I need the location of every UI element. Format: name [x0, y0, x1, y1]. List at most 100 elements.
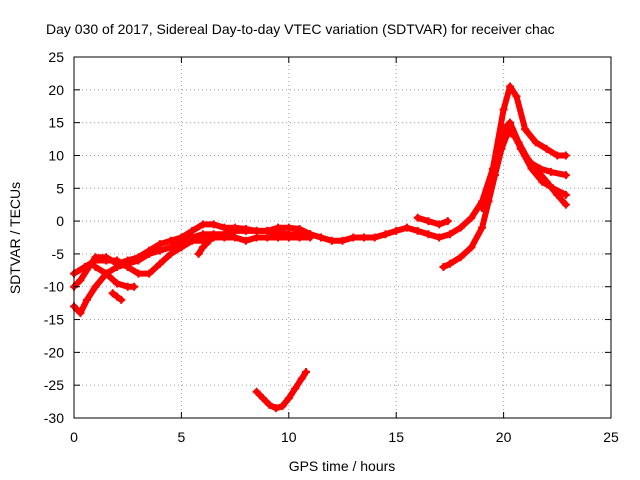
data-point [561, 171, 570, 180]
data-point [231, 223, 240, 232]
data-point [241, 236, 250, 245]
data-point [91, 282, 100, 291]
data-point [456, 223, 465, 232]
data-point [166, 249, 175, 258]
chart-title: Day 030 of 2017, Sidereal Day-to-day VTE… [46, 21, 555, 37]
data-point [274, 223, 283, 232]
data-point [145, 269, 154, 278]
x-tick-label: 0 [70, 429, 78, 445]
data-point [359, 233, 368, 242]
data-point [413, 213, 422, 222]
data-point [306, 233, 315, 242]
data-point [209, 220, 218, 229]
data-point [130, 282, 139, 291]
data-point [508, 125, 517, 134]
data-point [134, 253, 143, 262]
data-point [117, 295, 126, 304]
data-point [271, 404, 280, 413]
data-point [445, 230, 454, 239]
data-series [70, 82, 570, 413]
data-point [274, 233, 283, 242]
tick-labels: 0 5 10 15 20 25 -30 -25 -20 -15 -10 -5 0 5 10 15 20 25 [44, 49, 619, 445]
data-point [488, 171, 497, 180]
data-point [220, 233, 229, 242]
data-point [536, 164, 545, 173]
data-point [506, 118, 515, 127]
data-point [265, 400, 274, 409]
x-tick-label: 10 [281, 429, 297, 445]
data-point [439, 263, 448, 272]
data-point [263, 233, 272, 242]
data-point [435, 220, 444, 229]
data-point [155, 259, 164, 268]
data-point [209, 233, 218, 242]
data-point [538, 177, 547, 186]
data-point [198, 220, 207, 229]
data-point [284, 233, 293, 242]
data-point [527, 164, 536, 173]
data-point [188, 226, 197, 235]
data-point [284, 394, 293, 403]
data-point [531, 138, 540, 147]
data-point [467, 243, 476, 252]
data-point [231, 233, 240, 242]
data-point [349, 233, 358, 242]
x-tick-label: 5 [178, 429, 186, 445]
data-point [561, 151, 570, 160]
series-track-k [414, 214, 451, 228]
data-point [413, 226, 422, 235]
plot-frame [73, 56, 612, 419]
data-point [521, 125, 530, 134]
data-point [542, 144, 551, 153]
data-point [338, 236, 347, 245]
y-tick-label: 0 [56, 213, 64, 229]
data-point [155, 240, 164, 249]
data-point [205, 236, 214, 245]
data-point [370, 233, 379, 242]
data-point [198, 243, 207, 252]
x-tick-label: 20 [496, 429, 512, 445]
data-point [108, 289, 117, 298]
y-axis-label: SDTVAR / TECUs [7, 182, 23, 294]
data-point [456, 253, 465, 262]
data-point [512, 92, 521, 101]
data-point [112, 292, 121, 301]
x-tick-label: 25 [603, 429, 619, 445]
x-tick-label: 15 [388, 429, 404, 445]
data-point [435, 233, 444, 242]
data-point [76, 276, 85, 285]
data-point [445, 259, 454, 268]
data-point [241, 224, 250, 233]
y-tick-label: -10 [44, 279, 64, 295]
data-point [80, 263, 89, 272]
data-point [424, 217, 433, 226]
y-tick-label: 25 [48, 49, 64, 65]
data-point [177, 243, 186, 252]
data-point [392, 226, 401, 235]
y-tick-label: 20 [48, 82, 64, 98]
y-tick-label: -25 [44, 377, 64, 393]
data-point [553, 151, 562, 160]
data-point [76, 308, 85, 317]
data-point [506, 82, 515, 91]
data-point [499, 105, 508, 114]
data-point [561, 190, 570, 199]
data-point [278, 402, 287, 411]
data-point [478, 203, 487, 212]
data-point [546, 167, 555, 176]
y-tick-label: -30 [44, 410, 64, 426]
data-point [166, 236, 175, 245]
x-axis-label: GPS time / hours [289, 458, 396, 474]
y-tick-label: 10 [48, 147, 64, 163]
data-point [443, 217, 452, 226]
data-point [284, 223, 293, 232]
data-point [134, 269, 143, 278]
data-point [561, 200, 570, 209]
data-point [91, 263, 100, 272]
data-point [252, 387, 261, 396]
data-point [424, 230, 433, 239]
data-point [194, 249, 203, 258]
axis-ticks [73, 56, 612, 419]
data-point [123, 263, 132, 272]
